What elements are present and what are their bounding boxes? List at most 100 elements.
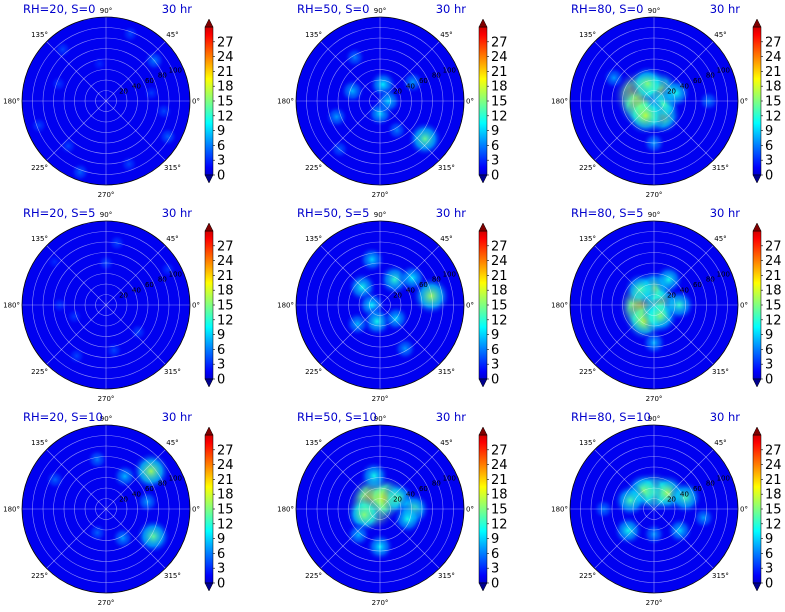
colorbar-tick-label: 18	[491, 284, 508, 299]
intensity-blob	[386, 119, 408, 141]
angle-label: 135°	[579, 439, 596, 447]
grid-spoke	[653, 508, 714, 569]
radial-tick-label: 60	[419, 485, 428, 493]
colorbar-tick-label: 12	[491, 517, 508, 532]
polar-frame	[21, 424, 191, 594]
grid-spoke	[320, 41, 381, 102]
grid-spoke	[46, 508, 107, 569]
colorbar-tick-label: 9	[765, 532, 773, 547]
colorbar-body	[478, 230, 488, 380]
radial-tick-label: 40	[406, 286, 415, 294]
grid-spoke	[379, 245, 440, 306]
radial-tick-label: 100	[717, 474, 730, 482]
intensity-blob	[602, 66, 626, 90]
panel-time: 30 hr	[436, 410, 467, 424]
grid-spoke	[653, 449, 714, 510]
radial-tick-label: 60	[145, 77, 154, 85]
polar-frame	[295, 16, 465, 186]
colorbar-tick-label: 6	[217, 139, 225, 154]
colorbar-extend-min	[752, 174, 762, 184]
colorbar-tick-label: 24	[491, 50, 508, 65]
colorbar-extend-min	[204, 582, 214, 592]
panel-time: 30 hr	[710, 206, 741, 220]
grid-spoke	[46, 245, 107, 306]
intensity-blob	[155, 102, 173, 120]
grid-spoke	[594, 41, 655, 102]
angle-label: 225°	[305, 164, 322, 172]
radial-tick-label: 40	[406, 490, 415, 498]
intensity-blob	[393, 337, 417, 361]
colorbar-tick-label: 27	[491, 35, 508, 50]
intensity-blob	[401, 70, 425, 94]
angle-label: 225°	[31, 368, 48, 376]
colorbar-body	[752, 230, 762, 380]
colorbar-tick-label: 15	[765, 503, 782, 518]
angle-label: 315°	[438, 368, 455, 376]
angle-label: 270°	[372, 395, 389, 403]
radial-tick-label: 80	[706, 480, 715, 488]
radial-tick-label: 20	[119, 88, 128, 96]
colorbar-tick-label: 21	[765, 65, 782, 80]
colorbar-tick-label: 24	[217, 458, 234, 473]
panel-title: RH=50, S=0	[297, 2, 369, 16]
grid-spoke	[320, 304, 381, 365]
colorbar-extend-min	[204, 378, 214, 388]
colorbar-tick-label: 18	[491, 80, 508, 95]
radial-tick-label: 60	[693, 281, 702, 289]
colorbar-tick-label: 0	[217, 169, 225, 184]
colorbar-tick-label: 9	[491, 124, 499, 139]
colorbar-extend-max	[478, 222, 488, 232]
angle-label: 225°	[579, 572, 596, 580]
radial-tick-label: 80	[158, 276, 167, 284]
radial-tick-label: 20	[393, 88, 402, 96]
colorbar-tick-label: 21	[217, 65, 234, 80]
colorbar-tick-label: 18	[217, 488, 234, 503]
panel-8: 204060801000°45°90°135°180°225°270°315°R…	[277, 410, 507, 607]
colorbar-extend-min	[204, 174, 214, 184]
colorbar-tick-label: 15	[491, 503, 508, 518]
intensity-blob	[625, 95, 666, 136]
grid-spoke	[379, 449, 440, 510]
intensity-blob	[340, 78, 365, 104]
panel-title: RH=20, S=10	[23, 410, 103, 424]
angle-label: 135°	[305, 439, 322, 447]
angle-label: 270°	[646, 395, 663, 403]
radial-tick-label: 60	[419, 77, 428, 85]
colorbar-tick-label: 3	[491, 562, 499, 577]
colorbar-tick-label: 3	[217, 358, 225, 373]
angle-label: 315°	[164, 368, 181, 376]
angle-label: 315°	[712, 572, 729, 580]
grid-spoke	[320, 245, 381, 306]
grid-spoke	[105, 304, 166, 365]
panel-title: RH=80, S=0	[571, 2, 643, 16]
colorbar-tick-label: 18	[765, 80, 782, 95]
colorbar-tick-label: 21	[217, 269, 234, 284]
angle-label: 90°	[374, 415, 386, 423]
radial-tick-label: 60	[693, 77, 702, 85]
colorbar-tick-label: 3	[765, 358, 773, 373]
colorbar-tick-label: 9	[765, 124, 773, 139]
colorbar-tick-label: 15	[217, 503, 234, 518]
intensity-blob	[120, 155, 138, 173]
intensity-blob	[653, 264, 684, 295]
colorbar-tick-label: 18	[765, 488, 782, 503]
radial-tick-label: 100	[169, 66, 182, 74]
radial-tick-label: 20	[667, 88, 676, 96]
colorbar-tick-label: 21	[491, 269, 508, 284]
colorbar-tick-label: 12	[491, 109, 508, 124]
panel-title: RH=80, S=10	[571, 410, 651, 424]
colorbar-extend-max	[204, 222, 214, 232]
grid-spoke	[46, 449, 107, 510]
panel-time: 30 hr	[162, 410, 193, 424]
colorbar-tick-label: 0	[765, 373, 773, 388]
colorbar-tick-label: 0	[491, 373, 499, 388]
intensity-blob	[159, 261, 177, 278]
colorbar-tick-label: 24	[765, 458, 782, 473]
angle-label: 45°	[440, 31, 452, 39]
angle-label: 315°	[712, 368, 729, 376]
colorbar-tick-label: 3	[491, 358, 499, 373]
angle-label: 270°	[646, 599, 663, 607]
